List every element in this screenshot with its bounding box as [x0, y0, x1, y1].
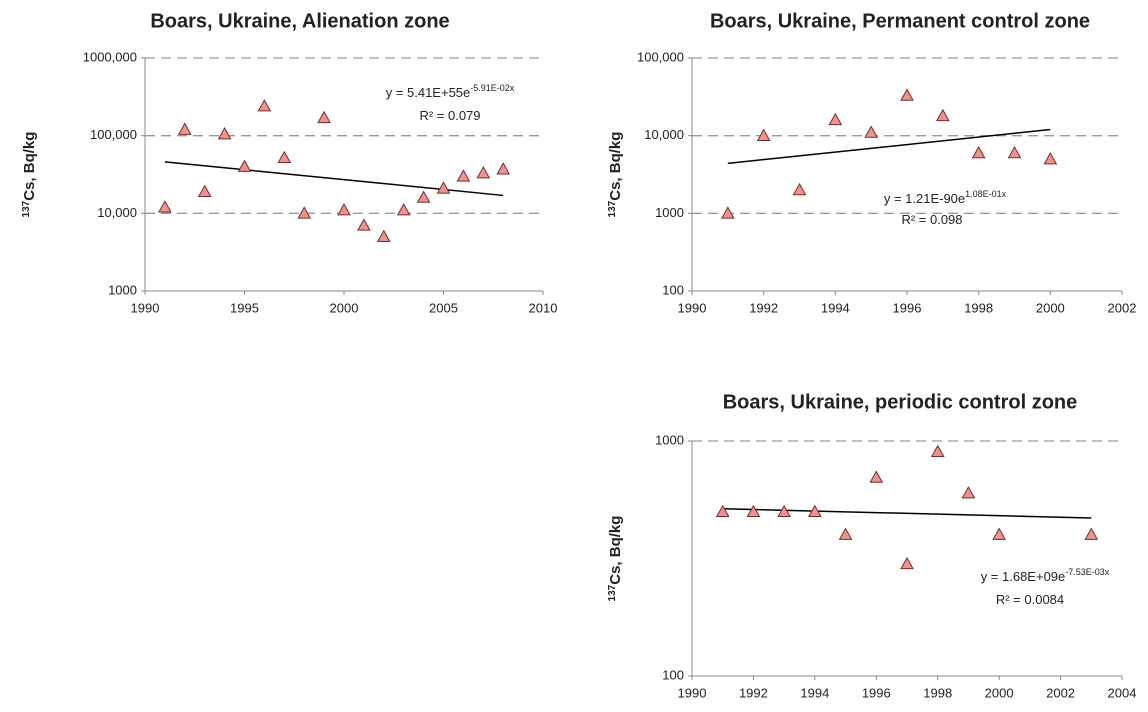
x-tick-label: 1990 [678, 685, 707, 700]
r-squared: R² = 0.079 [419, 108, 480, 123]
data-point [476, 166, 491, 179]
y-axis-label-superscript: 137 [607, 584, 618, 601]
chart-title: Boars, Ukraine, periodic control zone [723, 391, 1078, 413]
data-point [317, 110, 331, 124]
data-point [257, 99, 272, 112]
data-point [416, 190, 431, 203]
x-tick-label: 1996 [893, 300, 922, 315]
data-point [177, 122, 192, 135]
data-point [277, 150, 292, 164]
data-point [297, 206, 312, 219]
x-tick-label: 2002 [1046, 685, 1075, 700]
equation-base: y = 5.41E+55e [386, 85, 471, 100]
x-tick-label: 2000 [985, 685, 1014, 700]
data-point [792, 182, 807, 196]
data-point [237, 159, 252, 172]
x-tick-label: 2005 [429, 300, 458, 315]
data-point [828, 112, 843, 126]
data-point [930, 444, 945, 458]
y-tick-label: 100,000 [637, 49, 684, 64]
data-point [777, 504, 791, 518]
y-axis-label-superscript: 137 [21, 200, 32, 217]
y-axis-label: 137Cs, Bq/kg [21, 132, 38, 218]
data-point [456, 169, 471, 182]
data-point [396, 203, 411, 216]
data-point [808, 504, 822, 518]
equation-exponent: -7.53E-03x [1065, 567, 1110, 577]
y-tick-label: 10,000 [644, 127, 684, 142]
trend-equation: y = 5.41E+55e-5.91E-02x [386, 83, 515, 100]
data-point [496, 162, 511, 175]
equation-base: y = 1.68E+09e [981, 569, 1066, 584]
x-tick-label: 1994 [800, 685, 829, 700]
trend-equation: y = 1.21E-90e1.08E-01x [884, 189, 1007, 206]
data-point [720, 206, 735, 219]
x-tick-label: 1998 [964, 300, 993, 315]
data-point [971, 145, 986, 159]
r-squared: R² = 0.0084 [996, 592, 1064, 607]
y-axis-label-text: Cs, Bq/kg [607, 132, 624, 201]
equation-base: y = 1.21E-90e [884, 191, 965, 206]
x-tick-label: 2004 [1108, 685, 1137, 700]
x-tick-label: 2010 [529, 300, 558, 315]
x-tick-label: 1994 [821, 300, 850, 315]
y-axis-label: 137Cs, Bq/kg [607, 132, 624, 218]
data-point [197, 184, 212, 197]
x-tick-label: 1996 [862, 685, 891, 700]
x-tick-label: 1992 [739, 685, 768, 700]
x-tick-label: 2000 [330, 300, 359, 315]
data-point [869, 470, 884, 483]
data-point [935, 108, 950, 122]
x-tick-label: 1990 [678, 300, 707, 315]
y-tick-label: 100 [662, 282, 684, 297]
trend-equation: y = 1.68E+09e-7.53E-03x [981, 567, 1110, 584]
equation-exponent: 1.08E-01x [965, 189, 1007, 199]
data-point [756, 128, 771, 141]
data-point [900, 88, 914, 101]
x-tick-label: 1998 [923, 685, 952, 700]
data-point [158, 200, 172, 213]
data-point [992, 527, 1006, 540]
data-point [1084, 527, 1099, 540]
chart-title: Boars, Ukraine, Permanent control zone [710, 10, 1090, 32]
data-point [715, 504, 730, 518]
data-point [900, 556, 914, 570]
data-point [376, 229, 391, 243]
x-tick-label: 2002 [1108, 300, 1137, 315]
y-axis-label-text: Cs, Bq/kg [21, 132, 38, 201]
y-axis-label: 137Cs, Bq/kg [607, 516, 624, 602]
data-point [357, 218, 371, 231]
data-point [961, 486, 976, 499]
y-tick-label: 1000 [108, 282, 137, 297]
y-tick-label: 1000 [655, 432, 684, 447]
y-tick-label: 1000,000 [83, 49, 137, 64]
y-tick-label: 10,000 [97, 205, 137, 220]
x-tick-label: 1995 [230, 300, 259, 315]
data-point [1043, 152, 1058, 165]
data-point [337, 203, 351, 216]
data-point [864, 125, 879, 138]
trendline [164, 161, 504, 197]
x-tick-label: 1992 [749, 300, 778, 315]
data-point [436, 181, 451, 194]
y-tick-label: 100 [662, 667, 684, 682]
y-axis-label-superscript: 137 [607, 200, 618, 217]
equation-exponent: -5.91E-02x [470, 83, 515, 93]
data-point [746, 504, 761, 518]
trendline [727, 128, 1051, 165]
r-squared: R² = 0.098 [901, 212, 962, 227]
x-tick-label: 1990 [131, 300, 160, 315]
chart-title: Boars, Ukraine, Alienation zone [150, 10, 449, 32]
y-tick-label: 1000 [655, 205, 684, 220]
x-tick-label: 2000 [1036, 300, 1065, 315]
data-point [838, 527, 853, 540]
y-axis-label-text: Cs, Bq/kg [607, 516, 624, 585]
y-tick-label: 100,000 [90, 127, 137, 142]
data-point [217, 126, 232, 140]
data-point [1007, 145, 1022, 159]
